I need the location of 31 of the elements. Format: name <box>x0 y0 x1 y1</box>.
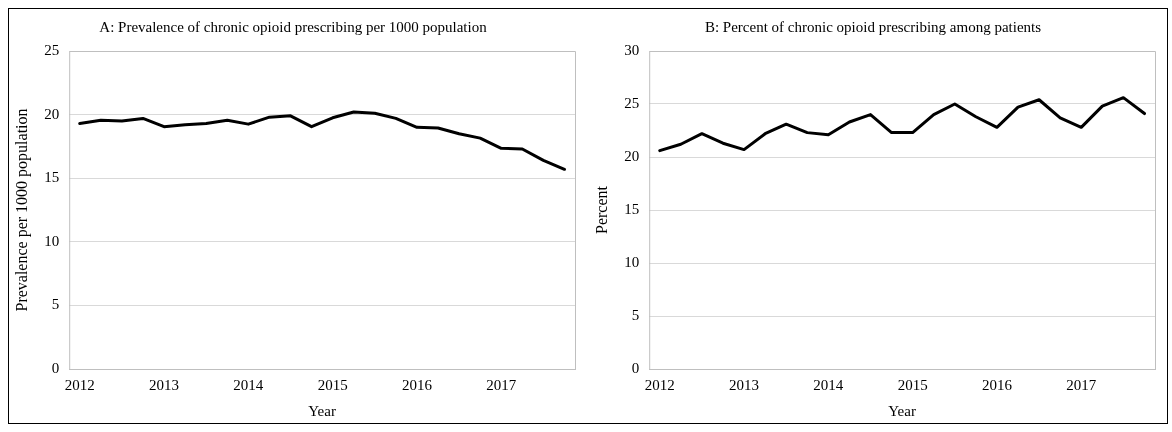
y-tick-label: 25 <box>624 94 640 111</box>
y-tick-label: 5 <box>631 306 640 323</box>
y-tick-label: 0 <box>631 359 640 376</box>
y-axis-title: Prevalence per 1000 population <box>12 108 31 312</box>
y-tick-label: 25 <box>44 41 60 58</box>
y-tick-label: 30 <box>624 41 640 58</box>
x-axis-title: Year <box>888 402 916 419</box>
x-tick-label: 2017 <box>486 376 517 393</box>
x-tick-label: 2012 <box>644 376 675 393</box>
x-tick-label: 2013 <box>149 376 180 393</box>
x-tick-label: 2014 <box>813 376 844 393</box>
y-tick-label: 10 <box>44 232 60 249</box>
x-tick-label: 2017 <box>1066 376 1097 393</box>
y-tick-label: 15 <box>624 200 640 217</box>
x-tick-label: 2014 <box>233 376 264 393</box>
chart-title: B: Percent of chronic opioid prescribing among patients <box>704 18 1042 35</box>
y-tick-label: 5 <box>51 296 60 313</box>
y-axis-title: Percent <box>592 185 610 234</box>
y-tick-label: 20 <box>624 147 640 164</box>
y-tick-label: 15 <box>44 169 60 186</box>
x-tick-label: 2015 <box>317 376 348 393</box>
x-tick-label: 2015 <box>897 376 928 393</box>
x-tick-label: 2016 <box>981 376 1013 393</box>
x-axis-title: Year <box>308 402 336 419</box>
y-tick-label: 0 <box>51 359 60 376</box>
y-tick-label: 10 <box>624 253 640 270</box>
chart-title: A: Prevalence of chronic opioid prescribing per 1000 population <box>99 18 488 35</box>
x-tick-label: 2013 <box>729 376 760 393</box>
y-tick-label: 20 <box>44 105 60 122</box>
x-tick-label: 2012 <box>64 376 95 393</box>
x-tick-label: 2016 <box>401 376 433 393</box>
